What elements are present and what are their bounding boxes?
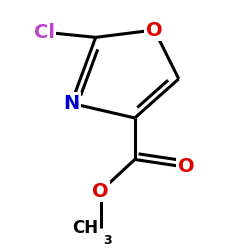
- Text: 3: 3: [104, 234, 112, 247]
- Text: CH: CH: [72, 219, 98, 237]
- Text: Cl: Cl: [34, 23, 55, 42]
- Text: N: N: [63, 94, 80, 113]
- Text: O: O: [178, 157, 194, 176]
- Text: O: O: [146, 20, 163, 40]
- Text: O: O: [92, 182, 109, 201]
